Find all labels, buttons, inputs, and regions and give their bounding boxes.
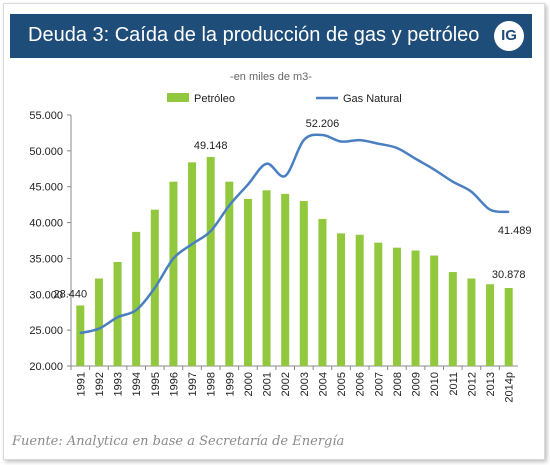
x-tick-label: 1992 [94, 372, 106, 396]
point-gas-natural [135, 309, 137, 311]
legend-label-gas-natural: Gas Natural [343, 93, 402, 105]
point-gas-natural [172, 257, 175, 260]
x-tick-label: 1996 [168, 372, 180, 396]
y-tick-label: 30.000 [29, 289, 63, 301]
data-label: 52.206 [306, 118, 340, 130]
point-gas-natural [191, 243, 193, 245]
bar-petroleo [94, 278, 103, 366]
data-label: 28.440 [53, 288, 87, 300]
point-gas-natural [489, 208, 491, 211]
bar-petroleo [392, 247, 401, 366]
bar-petroleo [337, 233, 346, 366]
bar-petroleo [225, 181, 234, 366]
x-tick-label: 2014p [504, 372, 516, 403]
chart-subtitle: -en miles de m3- [230, 71, 312, 83]
x-tick-label: 2008 [392, 372, 404, 396]
data-label: 49.148 [194, 140, 228, 152]
x-tick-label: 2012 [466, 372, 478, 396]
point-gas-natural [433, 168, 435, 171]
x-tick-label: 2003 [299, 372, 311, 396]
bar-petroleo [243, 198, 252, 366]
bar-petroleo [76, 305, 85, 366]
x-tick-label: 1998 [206, 372, 218, 396]
y-tick-label: 35.000 [29, 253, 63, 265]
x-tick-label: 1993 [113, 372, 125, 396]
bar-petroleo [113, 262, 122, 366]
x-tick-label: 2013 [485, 372, 497, 396]
production-chart: -en miles de m3- Petróleo Gas Natural 20.00… [29, 71, 532, 403]
x-tick-label: 2007 [373, 372, 385, 396]
point-gas-natural [98, 327, 100, 330]
data-label: 30.878 [492, 269, 526, 281]
x-tick-label: 2005 [336, 372, 348, 396]
x-tick-label: 1994 [131, 372, 143, 396]
point-gas-natural [284, 175, 286, 177]
y-tick-label: 50.000 [29, 146, 63, 158]
bar-petroleo [374, 242, 383, 366]
bar-petroleo [448, 272, 457, 366]
point-gas-natural [414, 157, 417, 160]
bar-petroleo [169, 181, 178, 366]
point-gas-natural [377, 142, 380, 145]
bar-petroleo [299, 201, 308, 366]
title-banner: Deuda 3: Caída de la producción de gas y… [10, 14, 532, 58]
x-tick-label: 2006 [355, 372, 367, 396]
y-tick-label: 20.000 [29, 361, 63, 373]
point-gas-natural [358, 139, 361, 141]
point-gas-natural [303, 139, 305, 141]
bar-petroleo [486, 284, 495, 366]
legend-swatch-petroleo [167, 93, 189, 102]
bar-petroleo [132, 231, 141, 366]
source-note: Fuente: Analytica en base a Secretaría d… [12, 434, 345, 449]
point-gas-natural [507, 211, 510, 213]
bar-petroleo [411, 250, 420, 366]
bar-petroleo [281, 193, 290, 366]
point-gas-natural [209, 230, 212, 232]
point-gas-natural [228, 204, 231, 207]
line-gas-natural [80, 133, 509, 335]
bar-petroleo [355, 234, 364, 366]
y-tick-label: 55.000 [29, 110, 63, 122]
ig-logo: IG [494, 21, 524, 51]
x-tick-label: 2010 [429, 372, 441, 396]
bar-petroleo [188, 162, 197, 366]
bar-petroleo [318, 218, 327, 366]
point-gas-natural [154, 287, 156, 289]
point-gas-natural [340, 140, 342, 143]
bar-petroleo [206, 156, 215, 366]
chart-title: Deuda 3: Caída de la producción de gas y… [28, 24, 480, 46]
x-tick-label: 2000 [243, 372, 255, 396]
point-gas-natural [247, 183, 249, 186]
legend-label-petroleo: Petróleo [194, 93, 235, 105]
point-gas-natural [470, 190, 473, 193]
y-tick-label: 45.000 [29, 182, 63, 194]
point-gas-natural [116, 316, 119, 319]
y-tick-label: 40.000 [29, 218, 63, 230]
y-tick-label: 25.000 [29, 325, 63, 337]
data-label: 41.489 [498, 225, 532, 237]
x-tick-label: 2011 [448, 372, 460, 396]
x-tick-label: 1997 [187, 372, 199, 396]
x-tick-label: 1999 [224, 372, 236, 396]
chart-area: -en miles de m3- Petróleo Gas Natural 20.00… [10, 60, 532, 426]
point-gas-natural [321, 134, 324, 136]
x-tick-label: 2004 [317, 372, 329, 396]
point-gas-natural [396, 147, 398, 149]
point-gas-natural [452, 180, 454, 183]
x-tick-label: 1995 [150, 372, 162, 396]
bar-petroleo [430, 255, 439, 366]
point-gas-natural [265, 162, 268, 165]
bar-petroleo [262, 190, 271, 366]
bar-petroleo [504, 287, 513, 366]
x-tick-label: 2001 [262, 372, 274, 396]
bar-petroleo [467, 278, 476, 366]
x-tick-label: 2002 [280, 372, 292, 396]
point-gas-natural [79, 332, 82, 334]
x-tick-label: 1991 [75, 372, 87, 396]
x-tick-label: 2009 [411, 372, 423, 396]
